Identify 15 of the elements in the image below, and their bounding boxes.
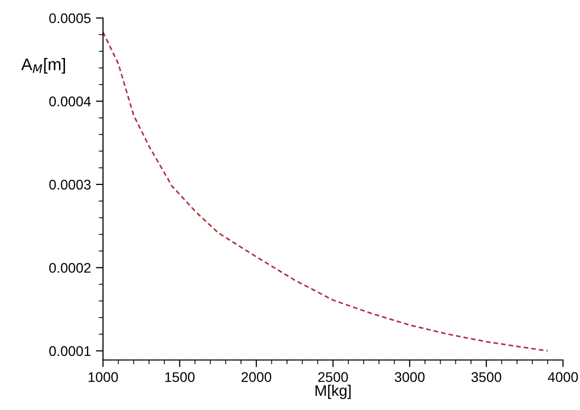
x-tick-label: 2000 <box>242 372 272 382</box>
y-tick-label: 0.0001 <box>49 346 91 356</box>
line-series <box>103 31 548 352</box>
x-tick-label: 3000 <box>394 372 425 382</box>
x-tick-label: 3500 <box>471 372 502 382</box>
x-tick-label: 2500 <box>318 372 348 382</box>
x-axis-title: M[kg] <box>316 384 351 399</box>
y-axis-title: A$_{M}$[m] <box>21 58 65 74</box>
x-tick-label: 1000 <box>88 372 118 382</box>
x-tick-label: 1500 <box>165 372 195 382</box>
y-tick-label: 0.0003 <box>49 180 91 190</box>
y-tick-label: 0.0002 <box>49 262 90 273</box>
y-tick-label: 0.0004 <box>49 96 91 106</box>
x-tick-label: 4000 <box>548 372 578 382</box>
y-tick-label: 0.0005 <box>49 13 91 24</box>
